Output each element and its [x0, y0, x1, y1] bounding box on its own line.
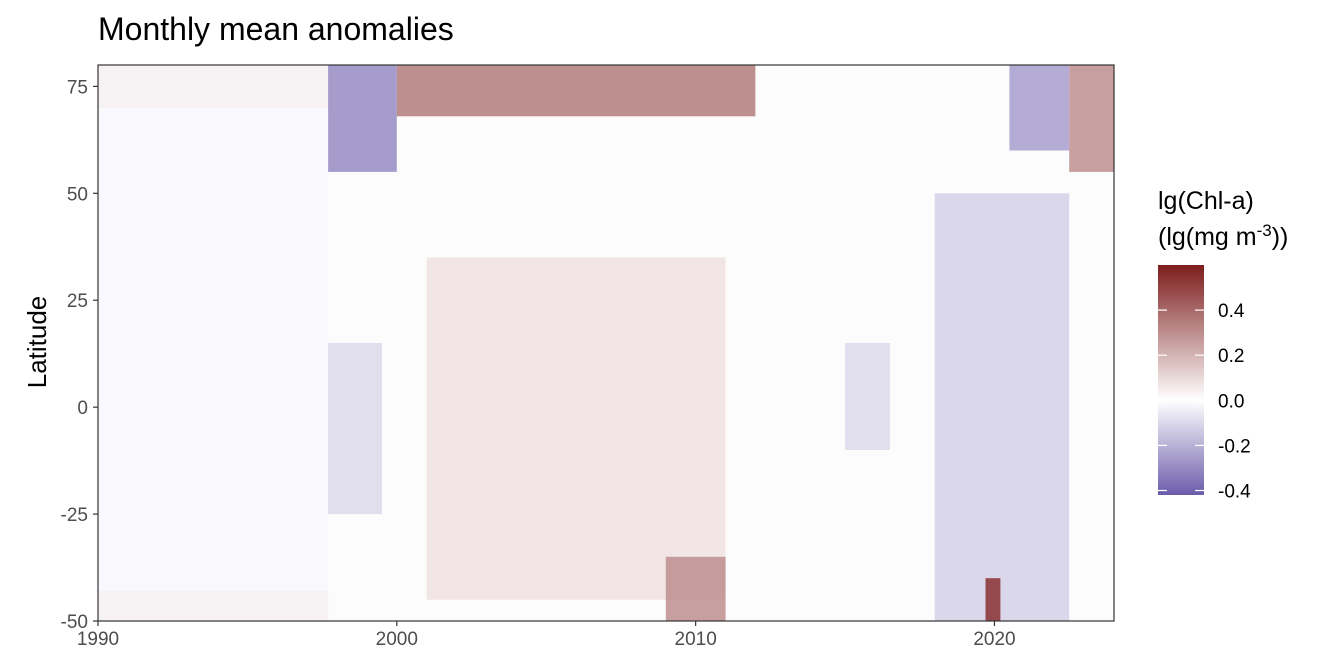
- legend-title-unit-superscript: -3: [1257, 221, 1272, 240]
- y-tick-label: 75: [67, 77, 88, 98]
- legend-tick-label: -0.2: [1218, 436, 1251, 457]
- legend-title-unit-prefix: (lg(mg m: [1158, 223, 1257, 251]
- heatmap-cell-12: [1009, 65, 1070, 151]
- legend-colorbar: [1158, 265, 1204, 495]
- chart-title: Monthly mean anomalies: [98, 11, 454, 47]
- heatmap-cell-6: [396, 65, 756, 117]
- heatmap-cell-7: [426, 257, 726, 600]
- y-axis-title: Latitude: [22, 296, 52, 389]
- heatmap-cell-8: [665, 556, 726, 621]
- heatmap-cell-3: [98, 591, 329, 621]
- heatmap-cell-11: [985, 578, 1001, 621]
- heatmap-cell-13: [1069, 65, 1114, 172]
- legend-ticks: -0.4 -0.2 0.0 0.2 0.4: [1158, 301, 1251, 502]
- legend-tick-label: 0.4: [1218, 301, 1245, 322]
- heatmap-cell-4: [328, 65, 397, 172]
- y-tick-label: -25: [61, 505, 88, 526]
- heatmap-cell-5: [328, 343, 382, 515]
- plot-panel: [97, 64, 1115, 622]
- heatmap-cell-9: [845, 343, 890, 450]
- legend: lg(Chl-a) (lg(mg m-3)) -0.4 -0.2 0.0 0.2 0.4: [1158, 187, 1288, 502]
- heatmap-cells: [98, 65, 1114, 621]
- x-axis: 1990 2000 2010 2020: [77, 621, 1016, 650]
- x-tick-label: 2010: [675, 629, 717, 650]
- legend-title-line2: (lg(mg m-3)): [1158, 221, 1288, 251]
- legend-title-line1: lg(Chl-a): [1158, 187, 1254, 215]
- x-tick-label: 1990: [77, 629, 119, 650]
- legend-title-unit-suffix: )): [1272, 223, 1289, 251]
- panel-border: [97, 64, 1115, 622]
- y-tick-label: -50: [61, 612, 88, 633]
- legend-tick-label: 0.2: [1218, 346, 1244, 367]
- y-tick-label: 25: [67, 291, 88, 312]
- y-tick-label: 50: [67, 184, 88, 205]
- heatmap-cell-1: [98, 65, 329, 621]
- legend-tick-label: 0.0: [1218, 391, 1244, 412]
- x-tick-label: 2020: [973, 629, 1015, 650]
- heatmap-cell-2: [98, 65, 329, 108]
- heatmap-cell-10: [934, 193, 1070, 621]
- y-tick-label: 0: [77, 398, 88, 419]
- x-tick-label: 2000: [376, 629, 418, 650]
- legend-tick-label: -0.4: [1218, 481, 1251, 502]
- y-axis: -50 -25 0 25 50 75: [61, 77, 98, 633]
